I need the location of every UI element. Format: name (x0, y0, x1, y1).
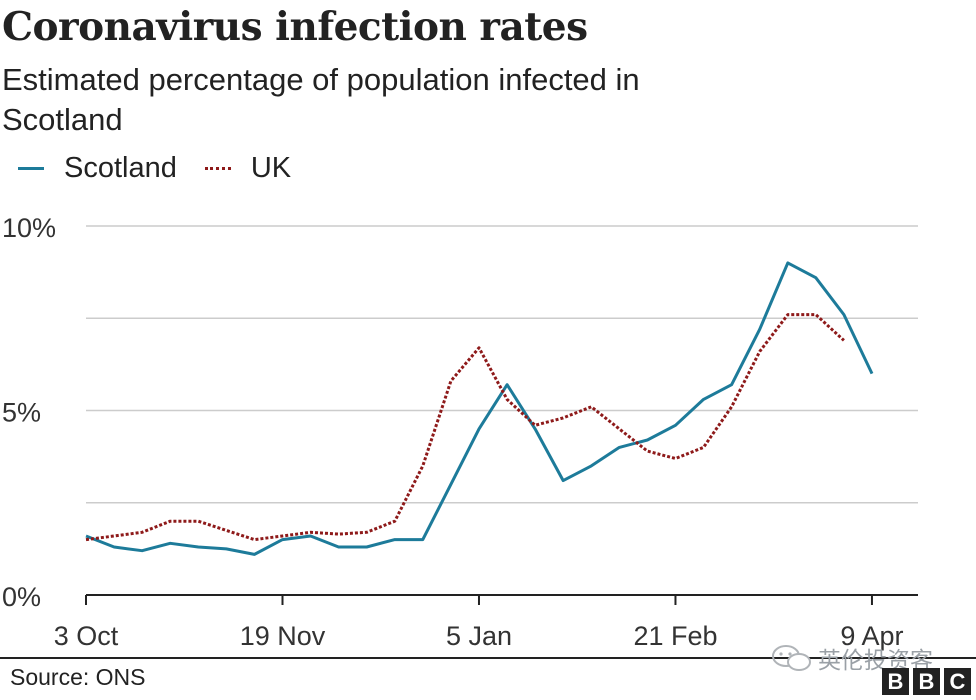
legend-swatch-uk (204, 166, 231, 170)
wechat-icon (772, 645, 811, 671)
legend-item-scotland: Scotland (18, 152, 177, 185)
chart-legend: Scotland UK (18, 150, 319, 186)
source-note: Source: ONS (10, 664, 146, 690)
series-line-uk (85, 313, 845, 542)
footer-divider (0, 657, 976, 659)
y-tick-label: 0% (2, 582, 41, 612)
series-line-scotland (85, 261, 874, 556)
chart-subtitle: Estimated percentage of population infec… (2, 62, 640, 137)
y-tick-label: 5% (2, 398, 41, 428)
bbc-logo-letter: B (882, 668, 909, 695)
legend-swatch-scotland (18, 166, 44, 170)
x-tick-label: 21 Feb (633, 621, 717, 651)
bbc-logo-letter: B (913, 668, 940, 695)
chart-title: Coronavirus infection rates (2, 4, 588, 50)
bbc-logo-letter: C (944, 668, 971, 695)
x-tick-label: 9 Apr (840, 621, 903, 651)
legend-label-scotland: Scotland (64, 151, 177, 184)
x-tick-label: 3 Oct (54, 621, 119, 651)
bbc-logo: B B C (878, 668, 971, 695)
legend-item-uk: UK (204, 151, 292, 185)
y-tick-label: 10% (2, 213, 56, 243)
x-tick-label: 19 Nov (240, 621, 326, 651)
x-tick-label: 5 Jan (446, 621, 512, 651)
legend-label-uk: UK (250, 151, 292, 184)
